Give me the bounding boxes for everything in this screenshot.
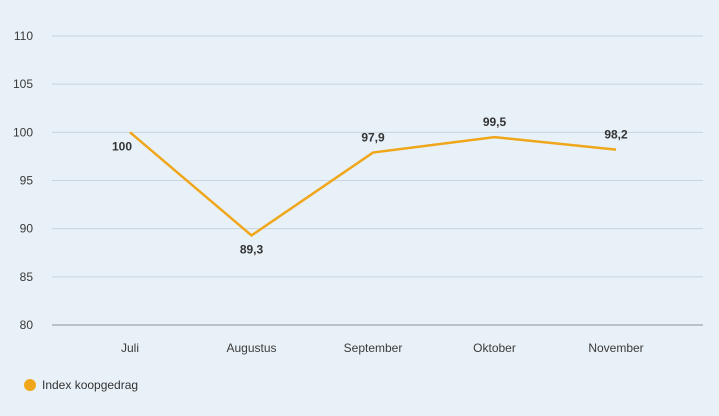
y-tick-label: 110 <box>14 29 33 43</box>
x-tick-label: September <box>344 341 403 355</box>
y-tick-label: 85 <box>20 270 34 284</box>
legend-marker-icon <box>24 379 36 391</box>
x-tick-label: Juli <box>121 341 139 355</box>
legend-label: Index koopgedrag <box>42 378 139 392</box>
x-tick-label: Oktober <box>473 341 516 355</box>
line-chart: 80 85 90 95 100 105 110 Juli Augustus September Ok… <box>13 29 703 355</box>
x-tick-label: Augustus <box>226 341 276 355</box>
legend: Index koopgedrag <box>24 378 138 392</box>
data-label: 100 <box>112 139 132 153</box>
data-label: 89,3 <box>240 242 264 256</box>
series-line <box>129 131 617 237</box>
data-label: 97,9 <box>361 131 385 145</box>
data-label: 99,5 <box>483 115 507 129</box>
y-tick-label: 90 <box>20 222 34 236</box>
data-label: 98,2 <box>604 128 628 142</box>
y-tick-label: 95 <box>20 174 34 188</box>
y-tick-label: 80 <box>20 318 34 332</box>
y-tick-label: 100 <box>13 125 33 139</box>
y-tick-label: 105 <box>13 77 33 91</box>
x-tick-label: November <box>588 341 643 355</box>
